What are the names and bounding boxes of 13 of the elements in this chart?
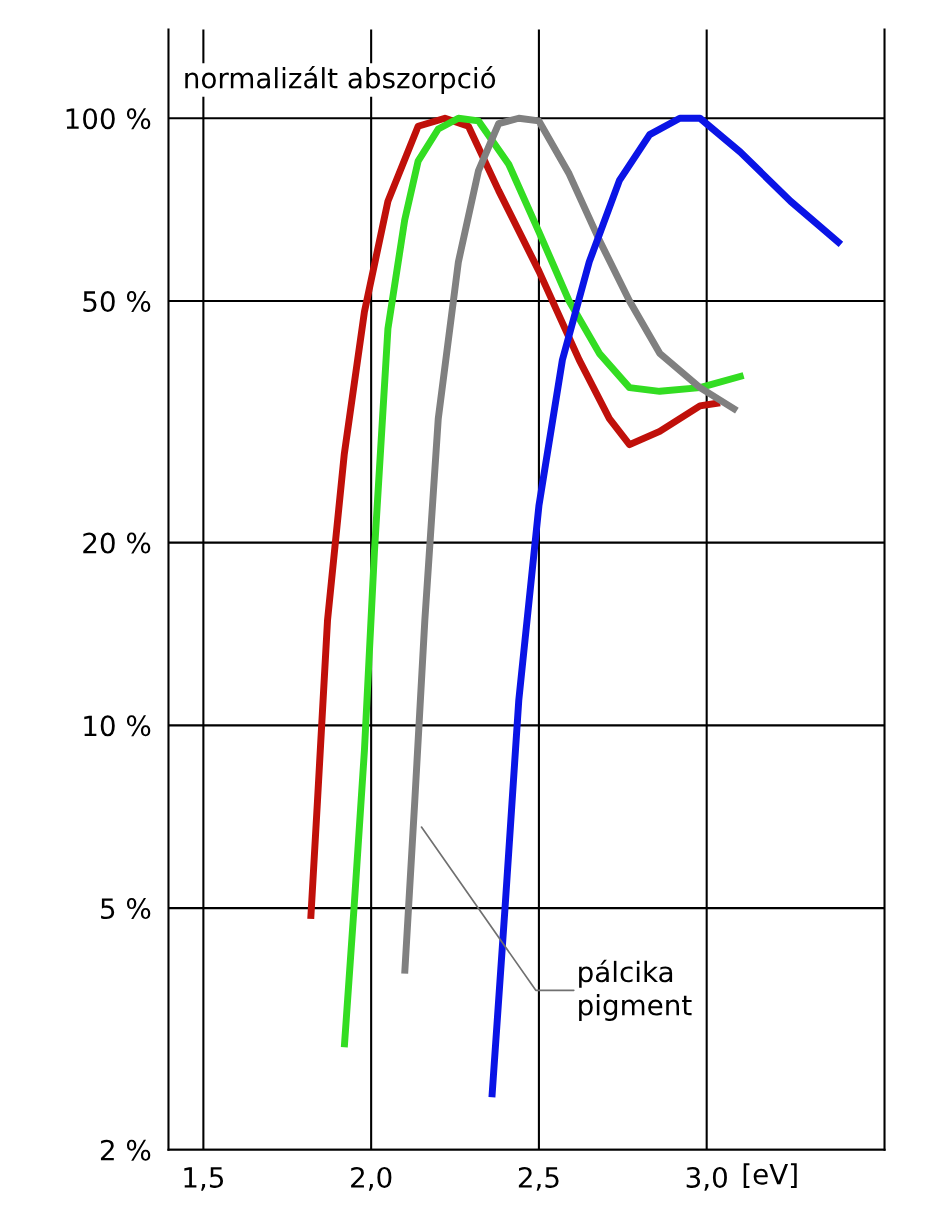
y-tick-label: 50 %: [83, 290, 151, 312]
y-axis-title: normalizált abszorpció: [185, 65, 496, 94]
y-tick-label: 100 %: [66, 108, 151, 130]
x-tick-label: 2,5: [518, 1166, 559, 1191]
y-tick-label: 20 %: [83, 532, 151, 554]
y-tick-label: 10 %: [84, 715, 151, 737]
y-tick-label: 2 %: [100, 1139, 151, 1161]
x-axis-title: [eV]: [743, 1163, 797, 1188]
annotation: pálcika pigment: [579, 959, 692, 1021]
y-tick-label: 5 %: [101, 898, 151, 920]
x-tick-label: 1,5: [184, 1167, 224, 1191]
x-tick-label: 2,0: [351, 1166, 392, 1191]
x-tick-label: 3,0: [686, 1166, 727, 1191]
